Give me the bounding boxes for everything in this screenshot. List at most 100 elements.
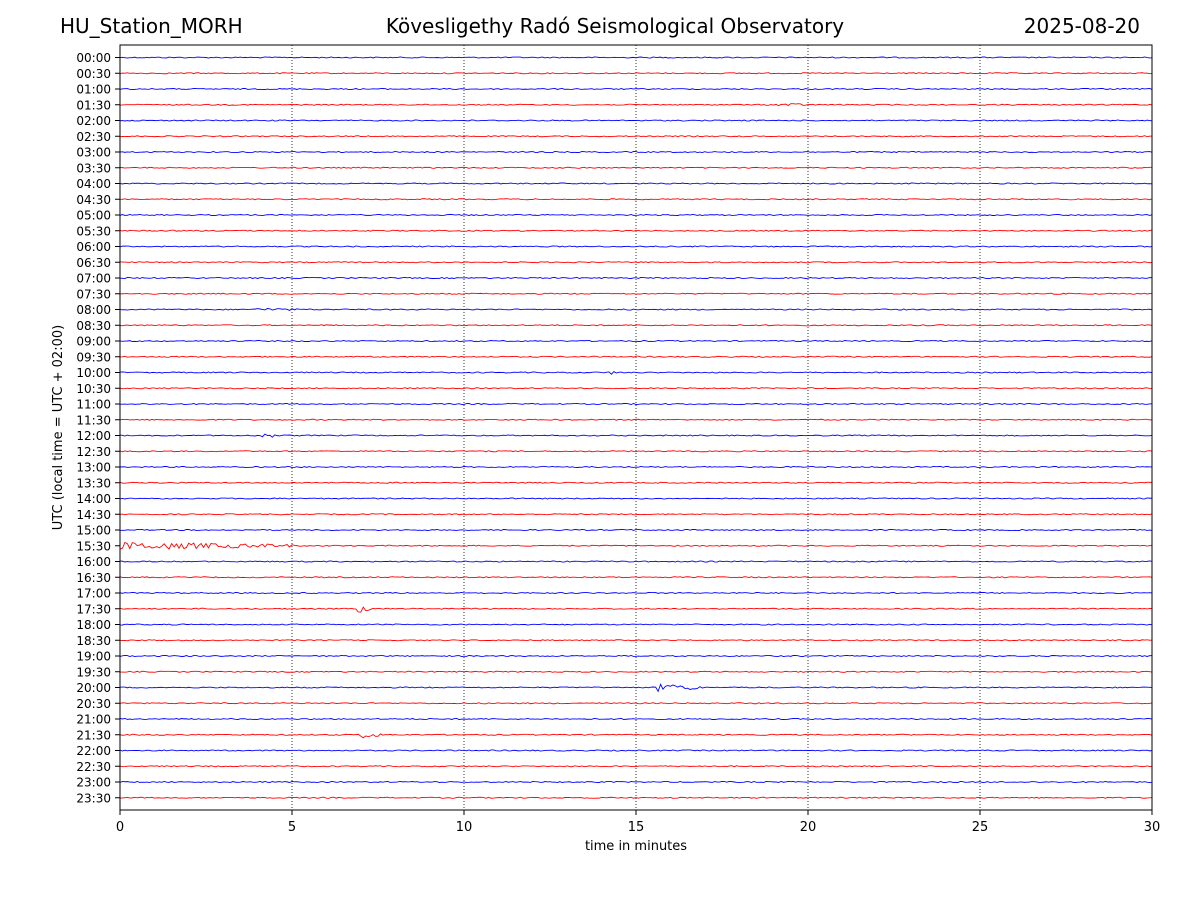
row-label: 19:00 bbox=[76, 650, 111, 664]
row-label: 11:30 bbox=[76, 413, 111, 427]
trace-1930 bbox=[119, 670, 1153, 673]
row-label: 04:00 bbox=[76, 177, 111, 191]
x-tick-label: 25 bbox=[972, 820, 989, 835]
row-label: 17:30 bbox=[76, 602, 111, 616]
row-label: 07:00 bbox=[76, 272, 111, 286]
trace-2030 bbox=[119, 702, 1153, 705]
row-label: 13:30 bbox=[76, 476, 111, 490]
row-label: 12:00 bbox=[76, 429, 111, 443]
trace-1300 bbox=[119, 465, 1153, 469]
trace-1730 bbox=[119, 606, 1153, 613]
trace-1000 bbox=[119, 371, 1153, 375]
row-label: 22:30 bbox=[76, 760, 111, 774]
x-tick-label: 0 bbox=[116, 820, 124, 835]
x-tick-label: 30 bbox=[1144, 820, 1161, 835]
trace-1430 bbox=[119, 513, 1153, 516]
trace-1130 bbox=[119, 418, 1153, 421]
row-label: 06:30 bbox=[76, 256, 111, 270]
row-label: 20:30 bbox=[76, 697, 111, 711]
trace-0500 bbox=[119, 213, 1153, 217]
trace-0900 bbox=[119, 339, 1153, 343]
row-label: 05:00 bbox=[76, 209, 111, 223]
y-axis-label: UTC (local time = UTC + 02:00) bbox=[51, 325, 66, 530]
trace-1630 bbox=[119, 576, 1153, 579]
row-label: 07:30 bbox=[76, 287, 111, 301]
trace-0630 bbox=[119, 261, 1153, 264]
trace-1200 bbox=[119, 433, 1153, 438]
trace-1330 bbox=[119, 481, 1153, 484]
trace-1830 bbox=[119, 639, 1153, 642]
trace-0130 bbox=[119, 103, 1153, 107]
trace-2330 bbox=[119, 796, 1153, 799]
trace-0830 bbox=[119, 324, 1153, 327]
row-label: 04:30 bbox=[76, 193, 111, 207]
trace-1500 bbox=[119, 528, 1153, 532]
row-label: 01:30 bbox=[76, 98, 111, 112]
row-label: 16:30 bbox=[76, 571, 111, 585]
row-label: 08:00 bbox=[76, 303, 111, 317]
row-label: 03:30 bbox=[76, 161, 111, 175]
row-label: 19:30 bbox=[76, 665, 111, 679]
row-label: 02:00 bbox=[76, 114, 111, 128]
row-label: 10:30 bbox=[76, 382, 111, 396]
row-label: 15:30 bbox=[76, 539, 111, 553]
row-label: 15:00 bbox=[76, 524, 111, 538]
trace-1800 bbox=[119, 623, 1153, 626]
grid-lines bbox=[291, 45, 981, 810]
row-label: 00:30 bbox=[76, 67, 111, 81]
row-label: 09:00 bbox=[76, 335, 111, 349]
plot-frame bbox=[119, 44, 1153, 811]
row-label: 05:30 bbox=[76, 224, 111, 238]
row-label: 12:30 bbox=[76, 445, 111, 459]
trace-0000 bbox=[119, 56, 1153, 59]
trace-1230 bbox=[119, 450, 1153, 453]
x-ticks: 0 5 10 15 20 25 30 bbox=[116, 810, 1160, 835]
row-label: 14:00 bbox=[76, 492, 111, 506]
row-label: 03:00 bbox=[76, 146, 111, 160]
trace-1600 bbox=[119, 560, 1153, 563]
x-tick-label: 5 bbox=[288, 820, 296, 835]
row-label: 08:30 bbox=[76, 319, 111, 333]
row-label: 01:00 bbox=[76, 83, 111, 97]
trace-0400 bbox=[119, 182, 1153, 185]
row-label: 13:00 bbox=[76, 461, 111, 475]
row-label: 09:30 bbox=[76, 350, 111, 364]
trace-1700 bbox=[119, 591, 1153, 595]
chart-title: Kövesligethy Radó Seismological Observat… bbox=[385, 14, 845, 38]
row-label: 14:30 bbox=[76, 508, 111, 522]
trace-1100 bbox=[119, 402, 1153, 406]
trace-2130 bbox=[119, 733, 1153, 739]
trace-0300 bbox=[119, 150, 1153, 154]
trace-1030 bbox=[119, 387, 1153, 390]
trace-0330 bbox=[119, 166, 1153, 169]
x-tick-label: 15 bbox=[628, 820, 645, 835]
trace-2000 bbox=[119, 683, 1153, 693]
row-label: 02:30 bbox=[76, 130, 111, 144]
trace-lines bbox=[119, 56, 1153, 799]
x-axis-label: time in minutes bbox=[585, 839, 687, 854]
row-label: 20:00 bbox=[76, 681, 111, 695]
trace-0600 bbox=[119, 245, 1153, 248]
trace-1900 bbox=[119, 654, 1153, 658]
row-label: 21:30 bbox=[76, 728, 111, 742]
trace-2230 bbox=[119, 765, 1153, 768]
trace-0100 bbox=[119, 87, 1153, 91]
row-label: 00:00 bbox=[76, 51, 111, 65]
trace-0200 bbox=[119, 119, 1153, 122]
trace-0530 bbox=[119, 229, 1153, 232]
row-label: 10:00 bbox=[76, 366, 111, 380]
trace-0230 bbox=[119, 135, 1153, 138]
trace-2200 bbox=[119, 749, 1153, 752]
trace-2300 bbox=[119, 780, 1153, 784]
x-tick-label: 10 bbox=[456, 820, 473, 835]
trace-0800 bbox=[119, 308, 1153, 311]
trace-1530 bbox=[119, 541, 1153, 550]
trace-0700 bbox=[119, 276, 1153, 280]
row-label: 23:00 bbox=[76, 776, 111, 790]
row-label: 16:00 bbox=[76, 555, 111, 569]
trace-0030 bbox=[119, 72, 1153, 75]
trace-0430 bbox=[119, 198, 1153, 201]
trace-0730 bbox=[119, 292, 1153, 295]
